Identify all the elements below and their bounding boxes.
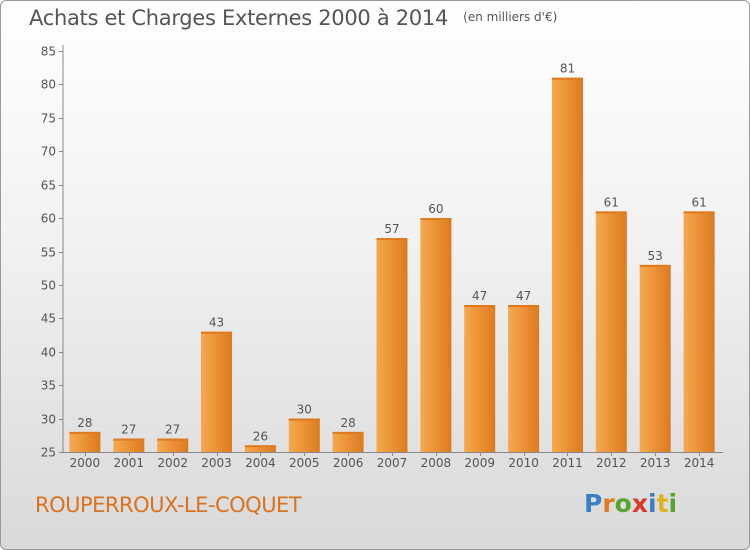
bar (201, 331, 232, 452)
bar-top (288, 418, 320, 421)
bar (69, 431, 101, 452)
logo-letter: t (656, 489, 669, 518)
bar-top (464, 305, 496, 307)
x-tick-label: 2010 (508, 456, 539, 470)
bar (244, 445, 276, 452)
data-label: 57 (384, 222, 399, 236)
bar-top (420, 218, 452, 221)
x-tick-label: 2011 (552, 456, 583, 470)
y-tick-label: 35 (41, 379, 56, 393)
data-label: 60 (428, 202, 443, 216)
bar-top (639, 264, 671, 267)
bar-top (376, 238, 408, 241)
x-tick-label: 2008 (421, 456, 452, 470)
bar (639, 264, 671, 452)
y-tick-label: 45 (41, 312, 56, 326)
x-tick-label: 2009 (464, 456, 495, 470)
x-tick-label: 2003 (201, 456, 232, 470)
bar-top (552, 77, 583, 80)
bar (464, 305, 496, 452)
data-label: 47 (472, 289, 487, 303)
logo-letter: r (602, 489, 615, 518)
bar-top (595, 211, 627, 214)
x-tick-label: 2000 (70, 456, 101, 470)
x-tick-label: 2013 (640, 456, 671, 470)
y-tick-label: 65 (41, 179, 56, 193)
y-tick-label: 70 (41, 145, 56, 159)
y-tick-label: 50 (41, 279, 56, 293)
data-label: 61 (604, 195, 619, 209)
data-label: 61 (691, 195, 706, 209)
x-tick-label: 2005 (289, 456, 320, 470)
bar (595, 211, 627, 452)
bar-top (683, 211, 715, 214)
logo-letter: i (648, 489, 657, 518)
bar-top (113, 438, 145, 441)
x-tick-label: 2004 (245, 456, 276, 470)
y-tick-label: 75 (41, 112, 56, 126)
bar (683, 211, 715, 452)
x-tick-label: 2012 (596, 456, 627, 470)
logo-letter: P (584, 489, 603, 518)
data-label: 27 (165, 423, 180, 437)
data-label: 81 (560, 62, 575, 76)
bar-top (332, 431, 364, 434)
bar (332, 431, 364, 452)
y-tick-label: 25 (41, 446, 56, 460)
x-tick-label: 2002 (157, 456, 188, 470)
logo-letter: i (668, 489, 678, 518)
data-labels: 28 27 27 43 26 30 28 57 60 47 47 81 61 53 61 (77, 62, 706, 444)
bar (508, 305, 540, 452)
data-label: 43 (209, 316, 224, 330)
data-label: 27 (121, 423, 136, 437)
bar (552, 77, 583, 452)
x-tick-label: 2007 (377, 456, 408, 470)
chart-title: Achats et Charges Externes 2000 à 2014 (29, 6, 449, 30)
bar (288, 418, 320, 452)
data-label: 53 (648, 249, 663, 263)
bar-top (244, 445, 276, 448)
bar (376, 238, 408, 452)
data-label: 30 (297, 403, 312, 417)
y-tick-label: 85 (41, 45, 56, 59)
bar-top (157, 438, 189, 441)
bar (157, 438, 189, 452)
proxiti-logo: Proxiti (584, 489, 677, 518)
y-tick-label: 40 (41, 346, 56, 360)
chart-unit: (en milliers d'€) (463, 10, 558, 24)
logo-letter: x (631, 489, 648, 518)
data-label: 26 (253, 429, 268, 443)
data-label: 28 (77, 416, 92, 430)
bar (113, 438, 145, 452)
y-tick-label: 30 (41, 413, 56, 427)
bar (420, 218, 452, 452)
town-name: ROUPERROUX-LE-COQUET (35, 493, 302, 517)
x-tick-label: 2006 (333, 456, 364, 470)
bar-top (508, 305, 540, 307)
data-label: 28 (340, 416, 355, 430)
bars (69, 77, 715, 452)
y-tick-label: 80 (41, 78, 56, 92)
bar-top (69, 431, 101, 434)
axes: 25 30 35 40 45 50 55 60 65 70 75 80 85 2000 2001 2002 20… (41, 45, 723, 470)
data-label: 47 (516, 289, 531, 303)
bar-top (201, 331, 232, 334)
chart-header: Achats et Charges Externes 2000 à 2014 (… (29, 6, 557, 30)
x-tick-label: 2014 (684, 456, 715, 470)
y-tick-label: 55 (41, 246, 56, 260)
x-tick-label: 2001 (114, 456, 145, 470)
y-tick-label: 60 (41, 212, 56, 226)
logo-letter: o (614, 489, 632, 518)
